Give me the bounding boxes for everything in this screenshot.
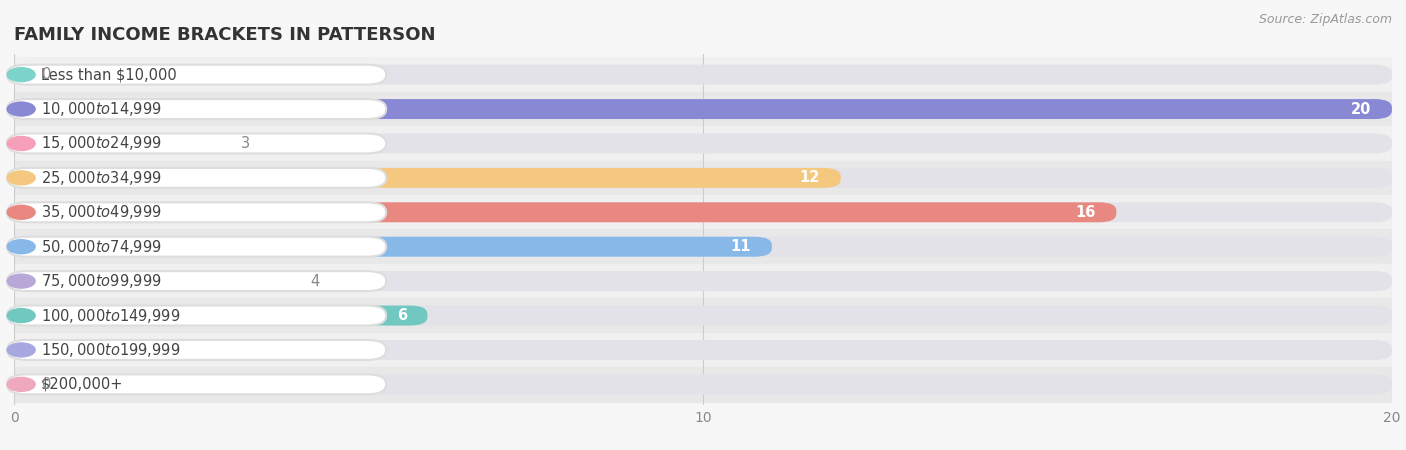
Circle shape <box>7 102 35 116</box>
Bar <box>0 58 1392 92</box>
FancyBboxPatch shape <box>14 202 1116 222</box>
Circle shape <box>7 309 35 323</box>
Circle shape <box>7 68 35 81</box>
FancyBboxPatch shape <box>7 340 387 360</box>
Text: 12: 12 <box>800 171 820 185</box>
FancyBboxPatch shape <box>14 202 1392 222</box>
Text: $100,000 to $149,999: $100,000 to $149,999 <box>41 306 180 324</box>
Text: Less than $10,000: Less than $10,000 <box>41 67 177 82</box>
FancyBboxPatch shape <box>14 65 1392 85</box>
Circle shape <box>7 343 35 357</box>
Bar <box>0 161 1392 195</box>
FancyBboxPatch shape <box>7 374 387 394</box>
Bar <box>0 230 1392 264</box>
Bar <box>0 195 1392 230</box>
Bar <box>0 333 1392 367</box>
Text: $50,000 to $74,999: $50,000 to $74,999 <box>41 238 162 256</box>
Bar <box>0 298 1392 333</box>
FancyBboxPatch shape <box>7 65 387 85</box>
Circle shape <box>7 378 35 392</box>
FancyBboxPatch shape <box>7 271 387 291</box>
FancyBboxPatch shape <box>14 99 1392 119</box>
Text: 4: 4 <box>311 274 319 288</box>
Bar <box>0 92 1392 126</box>
Circle shape <box>7 171 35 185</box>
Text: $200,000+: $200,000+ <box>41 377 124 392</box>
Text: Source: ZipAtlas.com: Source: ZipAtlas.com <box>1258 14 1392 27</box>
FancyBboxPatch shape <box>14 134 1392 153</box>
FancyBboxPatch shape <box>7 99 387 119</box>
FancyBboxPatch shape <box>7 237 387 256</box>
Text: $10,000 to $14,999: $10,000 to $14,999 <box>41 100 162 118</box>
FancyBboxPatch shape <box>14 271 1392 291</box>
Circle shape <box>7 136 35 150</box>
Text: 6: 6 <box>396 308 406 323</box>
FancyBboxPatch shape <box>14 340 1392 360</box>
Bar <box>0 367 1392 401</box>
Circle shape <box>7 205 35 219</box>
FancyBboxPatch shape <box>7 168 387 188</box>
FancyBboxPatch shape <box>14 99 1392 119</box>
Bar <box>0 264 1392 298</box>
Text: 0: 0 <box>42 377 51 392</box>
Circle shape <box>7 274 35 288</box>
FancyBboxPatch shape <box>14 374 1392 394</box>
Text: 16: 16 <box>1076 205 1095 220</box>
FancyBboxPatch shape <box>14 134 221 153</box>
FancyBboxPatch shape <box>14 271 290 291</box>
FancyBboxPatch shape <box>7 134 387 153</box>
FancyBboxPatch shape <box>14 306 1392 325</box>
Text: $35,000 to $49,999: $35,000 to $49,999 <box>41 203 162 221</box>
Text: 3: 3 <box>242 136 250 151</box>
Text: FAMILY INCOME BRACKETS IN PATTERSON: FAMILY INCOME BRACKETS IN PATTERSON <box>14 26 436 44</box>
Text: $25,000 to $34,999: $25,000 to $34,999 <box>41 169 162 187</box>
FancyBboxPatch shape <box>7 306 387 325</box>
FancyBboxPatch shape <box>7 202 387 222</box>
Text: $75,000 to $99,999: $75,000 to $99,999 <box>41 272 162 290</box>
FancyBboxPatch shape <box>14 237 1392 256</box>
FancyBboxPatch shape <box>14 168 841 188</box>
FancyBboxPatch shape <box>14 168 1392 188</box>
Text: 0: 0 <box>42 67 51 82</box>
Text: $150,000 to $199,999: $150,000 to $199,999 <box>41 341 180 359</box>
FancyBboxPatch shape <box>14 237 772 256</box>
FancyBboxPatch shape <box>14 340 359 360</box>
FancyBboxPatch shape <box>14 306 427 325</box>
Text: 20: 20 <box>1351 102 1371 117</box>
Bar <box>0 126 1392 161</box>
Circle shape <box>7 240 35 254</box>
Text: 5: 5 <box>328 342 337 357</box>
Text: $15,000 to $24,999: $15,000 to $24,999 <box>41 135 162 153</box>
Text: 11: 11 <box>731 239 751 254</box>
